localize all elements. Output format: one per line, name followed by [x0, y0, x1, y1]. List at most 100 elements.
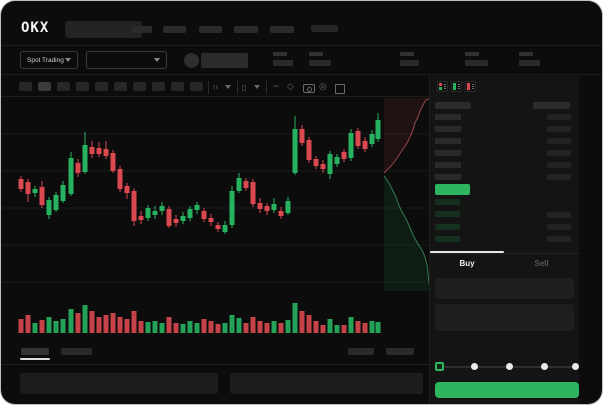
volume-bar	[25, 315, 31, 333]
market-type-label: Spot Trading	[27, 56, 64, 64]
bottom-action-placeholder[interactable]	[348, 348, 374, 355]
nav-item-placeholder[interactable]	[199, 26, 222, 33]
ask-amount-placeholder[interactable]	[547, 126, 571, 132]
ask-price-placeholder[interactable]	[435, 174, 461, 180]
ask-price-placeholder[interactable]	[435, 150, 461, 156]
toolbar-button-placeholder[interactable]	[95, 82, 108, 91]
candle-body	[222, 225, 228, 232]
bids-only-icon[interactable]	[451, 81, 462, 92]
ask-price-placeholder[interactable]	[435, 126, 461, 132]
candle-body	[320, 164, 326, 169]
slider-dot-25[interactable]	[471, 363, 478, 370]
search-input[interactable]	[65, 21, 142, 38]
chevron-down-icon[interactable]	[254, 81, 260, 94]
candle-body	[271, 204, 277, 210]
bid-amount-placeholder[interactable]	[547, 236, 571, 242]
nav-item-placeholder[interactable]	[163, 26, 186, 33]
toolbar-button-placeholder[interactable]	[57, 82, 70, 91]
ask-amount-placeholder[interactable]	[547, 138, 571, 144]
price-field[interactable]	[435, 278, 574, 299]
bid-price-placeholder[interactable]	[435, 211, 460, 217]
toolbar-button-placeholder[interactable]	[38, 82, 51, 91]
bid-amount-placeholder[interactable]	[547, 212, 571, 218]
bid-amount-placeholder[interactable]	[547, 224, 571, 230]
volume-bar	[145, 322, 151, 333]
chevron-down-icon[interactable]	[225, 81, 231, 94]
nav-item-placeholder[interactable]	[270, 26, 294, 33]
ask-amount-placeholder[interactable]	[547, 174, 571, 180]
timeframe-dropdown[interactable]: ıı	[213, 83, 219, 91]
account-menu-placeholder[interactable]	[311, 25, 338, 32]
bid-price-placeholder[interactable]	[435, 236, 460, 242]
depth-ask-line	[383, 97, 431, 174]
nav-item-placeholder[interactable]	[132, 26, 152, 33]
amount-field[interactable]	[435, 304, 574, 331]
volume-bar	[222, 323, 228, 333]
fullscreen-icon[interactable]	[335, 84, 345, 94]
slider-dot-75[interactable]	[541, 363, 548, 370]
toolbar-button-placeholder[interactable]	[190, 82, 203, 91]
slider-dot-100[interactable]	[572, 363, 579, 370]
candle-body	[68, 158, 74, 194]
chevron-down-icon	[65, 58, 71, 62]
nav-item-placeholder[interactable]	[234, 26, 258, 33]
volume-bar	[250, 317, 256, 333]
candle-body	[75, 163, 81, 173]
volume-bar	[355, 321, 361, 333]
bid-price-placeholder[interactable]	[435, 199, 460, 205]
toolbar-button-placeholder[interactable]	[76, 82, 89, 91]
bottom-tab-active[interactable]	[21, 348, 49, 355]
ask-amount-placeholder[interactable]	[547, 114, 571, 120]
toolbar-button-placeholder[interactable]	[133, 82, 146, 91]
candlestick-chart[interactable]	[1, 97, 431, 351]
last-price-bar[interactable]	[435, 184, 470, 195]
volume-bar	[208, 321, 214, 333]
bottom-tab[interactable]	[61, 348, 92, 355]
ask-price-placeholder[interactable]	[435, 114, 461, 120]
asks-only-icon[interactable]	[465, 81, 476, 92]
candle-body	[53, 195, 59, 210]
candle-body	[96, 148, 102, 154]
candle-body	[110, 153, 116, 171]
volume-bar	[159, 323, 165, 333]
settings-icon[interactable]: ◎	[319, 82, 327, 92]
tab-sell[interactable]: Sell	[534, 259, 549, 268]
ask-price-placeholder[interactable]	[435, 162, 461, 168]
candle-body	[334, 157, 340, 164]
okx-logo[interactable]: OKX	[21, 20, 50, 36]
ask-amount-placeholder[interactable]	[547, 162, 571, 168]
combined-book-icon[interactable]	[437, 81, 448, 92]
pair-selector-dropdown[interactable]	[86, 51, 167, 69]
indicator-wave-icon[interactable]: ~	[272, 82, 280, 92]
orderbook-col-header-price	[435, 102, 471, 109]
toolbar-button-placeholder[interactable]	[171, 82, 184, 91]
coin-avatar	[184, 53, 199, 68]
chevron-down-icon	[154, 58, 160, 62]
ask-amount-placeholder[interactable]	[547, 150, 571, 156]
stat-label-placeholder	[465, 52, 479, 56]
buy-button[interactable]	[435, 382, 579, 398]
stat-value-placeholder	[519, 60, 540, 66]
draw-tool-icon[interactable]: ◇	[287, 82, 294, 92]
bottom-action-placeholder[interactable]	[386, 348, 414, 355]
tab-buy[interactable]: Buy	[459, 259, 475, 268]
volume-bar	[215, 324, 221, 333]
depth-bid-line	[383, 175, 431, 292]
candle-body	[201, 211, 207, 219]
chart-type-dropdown[interactable]: ▯	[242, 83, 247, 92]
bid-price-placeholder[interactable]	[435, 224, 460, 230]
slider-dot-50[interactable]	[506, 363, 513, 370]
volume-bar	[131, 311, 137, 333]
camera-icon[interactable]	[303, 84, 315, 93]
ask-price-placeholder[interactable]	[435, 138, 461, 144]
volume-bar	[348, 317, 354, 333]
candle-body	[131, 191, 137, 221]
candle-body	[39, 187, 45, 205]
toolbar-button-placeholder[interactable]	[114, 82, 127, 91]
toolbar-button-placeholder[interactable]	[152, 82, 165, 91]
market-type-dropdown[interactable]: Spot Trading	[20, 51, 78, 69]
candle-body	[257, 203, 263, 209]
amount-slider-handle[interactable]	[435, 362, 444, 371]
toolbar-button-placeholder[interactable]	[19, 82, 32, 91]
